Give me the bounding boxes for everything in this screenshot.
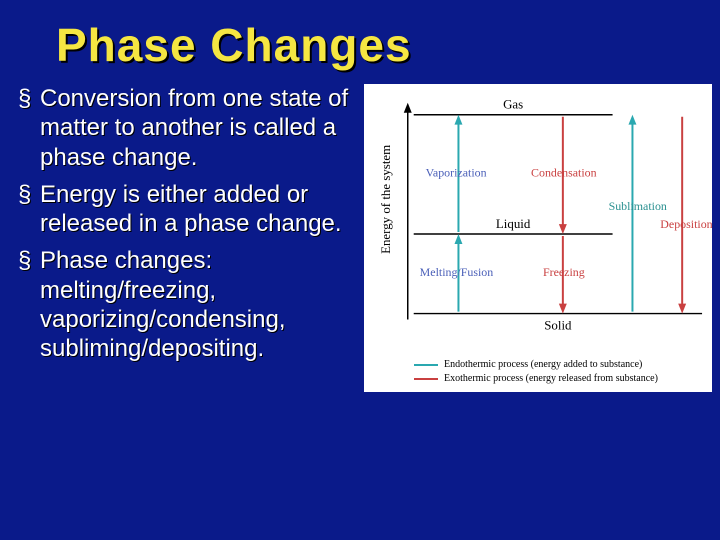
level-label-gas: Gas	[503, 97, 523, 112]
legend-swatch-endothermic	[414, 364, 438, 366]
slide: Phase Changes Conversion from one state …	[0, 0, 720, 540]
phase-diagram-svg: Energy of the system Gas Liquid Solid Va…	[364, 84, 712, 392]
phase-diagram: Energy of the system Gas Liquid Solid Va…	[364, 84, 712, 392]
label-melting: Melting/Fusion	[420, 265, 494, 279]
arrowhead-melting	[454, 234, 462, 244]
y-axis-label: Energy of the system	[378, 145, 393, 254]
slide-title: Phase Changes	[0, 0, 720, 84]
legend-label-exothermic: Exothermic process (energy released from…	[444, 372, 658, 386]
legend-row-exothermic: Exothermic process (energy released from…	[414, 372, 658, 386]
bullet-item: Phase changes: melting/freezing, vaporiz…	[18, 246, 358, 363]
arrowhead-freezing	[559, 304, 567, 314]
legend-row-endothermic: Endothermic process (energy added to sub…	[414, 358, 658, 372]
label-condensation: Condensation	[531, 165, 597, 179]
arrowhead-deposition	[678, 304, 686, 314]
arrowhead-condensation	[559, 224, 567, 234]
level-label-solid: Solid	[544, 317, 572, 332]
bullet-item: Conversion from one state of matter to a…	[18, 84, 358, 172]
content-row: Conversion from one state of matter to a…	[0, 84, 720, 392]
arrowhead-vaporization	[454, 115, 462, 125]
bullet-list: Conversion from one state of matter to a…	[18, 84, 358, 392]
level-label-liquid: Liquid	[496, 216, 531, 231]
label-sublimation: Sublimation	[609, 199, 667, 213]
legend-swatch-exothermic	[414, 378, 438, 380]
label-vaporization: Vaporization	[426, 165, 487, 179]
diagram-legend: Endothermic process (energy added to sub…	[414, 358, 658, 386]
y-axis-arrowhead	[404, 103, 412, 113]
label-deposition: Deposition	[660, 217, 712, 231]
bullet-item: Energy is either added or released in a …	[18, 180, 358, 239]
arrowhead-sublimation	[628, 115, 636, 125]
legend-label-endothermic: Endothermic process (energy added to sub…	[444, 358, 642, 372]
label-freezing: Freezing	[543, 265, 585, 279]
